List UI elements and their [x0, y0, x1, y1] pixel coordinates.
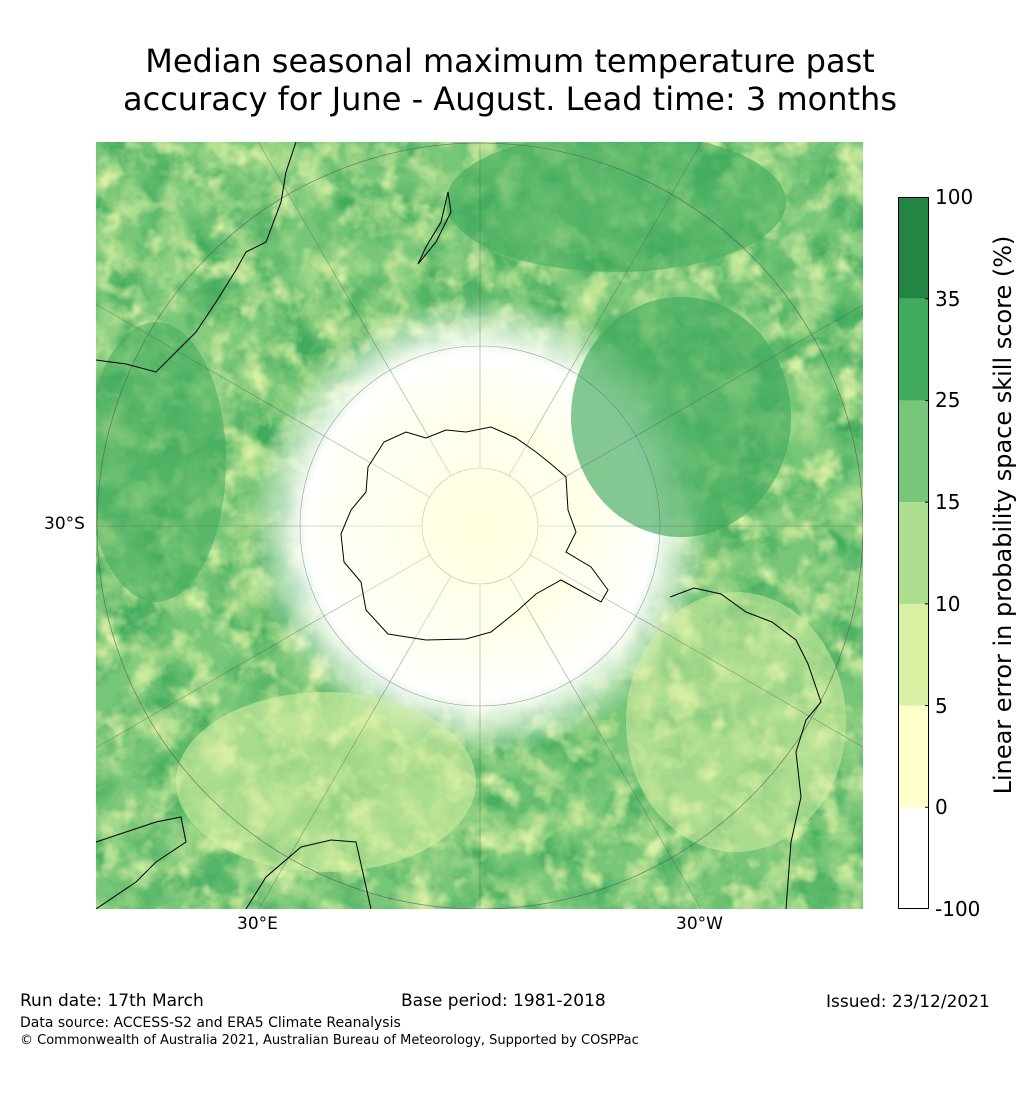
colorbar-band [898, 400, 929, 503]
colorbar-band [898, 298, 929, 401]
colorbar-band [898, 502, 929, 604]
colorbar-tick-label: 0 [935, 795, 948, 820]
latitude-label: 30°S [44, 514, 85, 534]
colorbar [898, 197, 929, 909]
meridian-line [530, 554, 863, 748]
colorbar-tick-label: -100 [935, 897, 981, 921]
colorbar-tick-label: 15 [935, 490, 961, 515]
meridian-line [257, 142, 452, 476]
map-canvas [96, 142, 863, 909]
chart-title-line-1: Median seasonal maximum temperature past [145, 42, 875, 80]
meridian-line [96, 554, 430, 749]
colorbar-tick-label: 100 [935, 185, 974, 209]
skill-zone-southeast-low [626, 592, 846, 852]
meridian-line [96, 303, 430, 498]
longitude-label-west: 30°W [676, 914, 723, 934]
colorbar-tick-label: 25 [935, 388, 961, 413]
skill-zone-west [96, 322, 226, 602]
colorbar-tick-label: 5 [935, 693, 948, 718]
new-zealand-coastline [417, 191, 452, 265]
meridian-line [530, 304, 863, 498]
colorbar-band [898, 705, 929, 808]
south-america-coastline [669, 587, 822, 909]
chart-title-line-2: accuracy for June - August. Lead time: 3… [123, 80, 897, 118]
issued-date: Issued: 23/12/2021 [826, 992, 990, 1012]
base-period: Base period: 1981-2018 [401, 991, 606, 1011]
antarctica-coastline [340, 426, 609, 641]
colorbar-title: Linear error in probability space skill … [989, 235, 1017, 795]
colorbar-band [898, 807, 929, 909]
longitude-label-east: 30°E [237, 914, 278, 934]
colorbar-tick-label: 10 [935, 591, 961, 616]
run-date: Run date: 17th March [20, 991, 204, 1011]
graticule [96, 142, 863, 909]
africa-coastline [96, 816, 187, 909]
data-source: Data source: ACCESS-S2 and ERA5 Climate … [20, 1015, 401, 1031]
colorbar-band [898, 197, 929, 299]
skill-zone-south-low [176, 692, 476, 872]
skill-score-map [96, 142, 863, 909]
skill-zone-east [571, 297, 791, 537]
madagascar-coastline [245, 839, 372, 909]
coastlines [96, 142, 822, 909]
copyright-notice: © Commonwealth of Australia 2021, Austra… [20, 1033, 639, 1048]
meridian-line [258, 576, 452, 909]
skill-zone-northeast [446, 142, 786, 272]
meridian-line [508, 576, 702, 909]
meridian-line [508, 142, 703, 476]
colorbar-tick-label: 35 [935, 286, 961, 311]
colorbar-border [898, 197, 929, 909]
colorbar-band [898, 603, 929, 706]
australia-coastline [96, 142, 297, 373]
